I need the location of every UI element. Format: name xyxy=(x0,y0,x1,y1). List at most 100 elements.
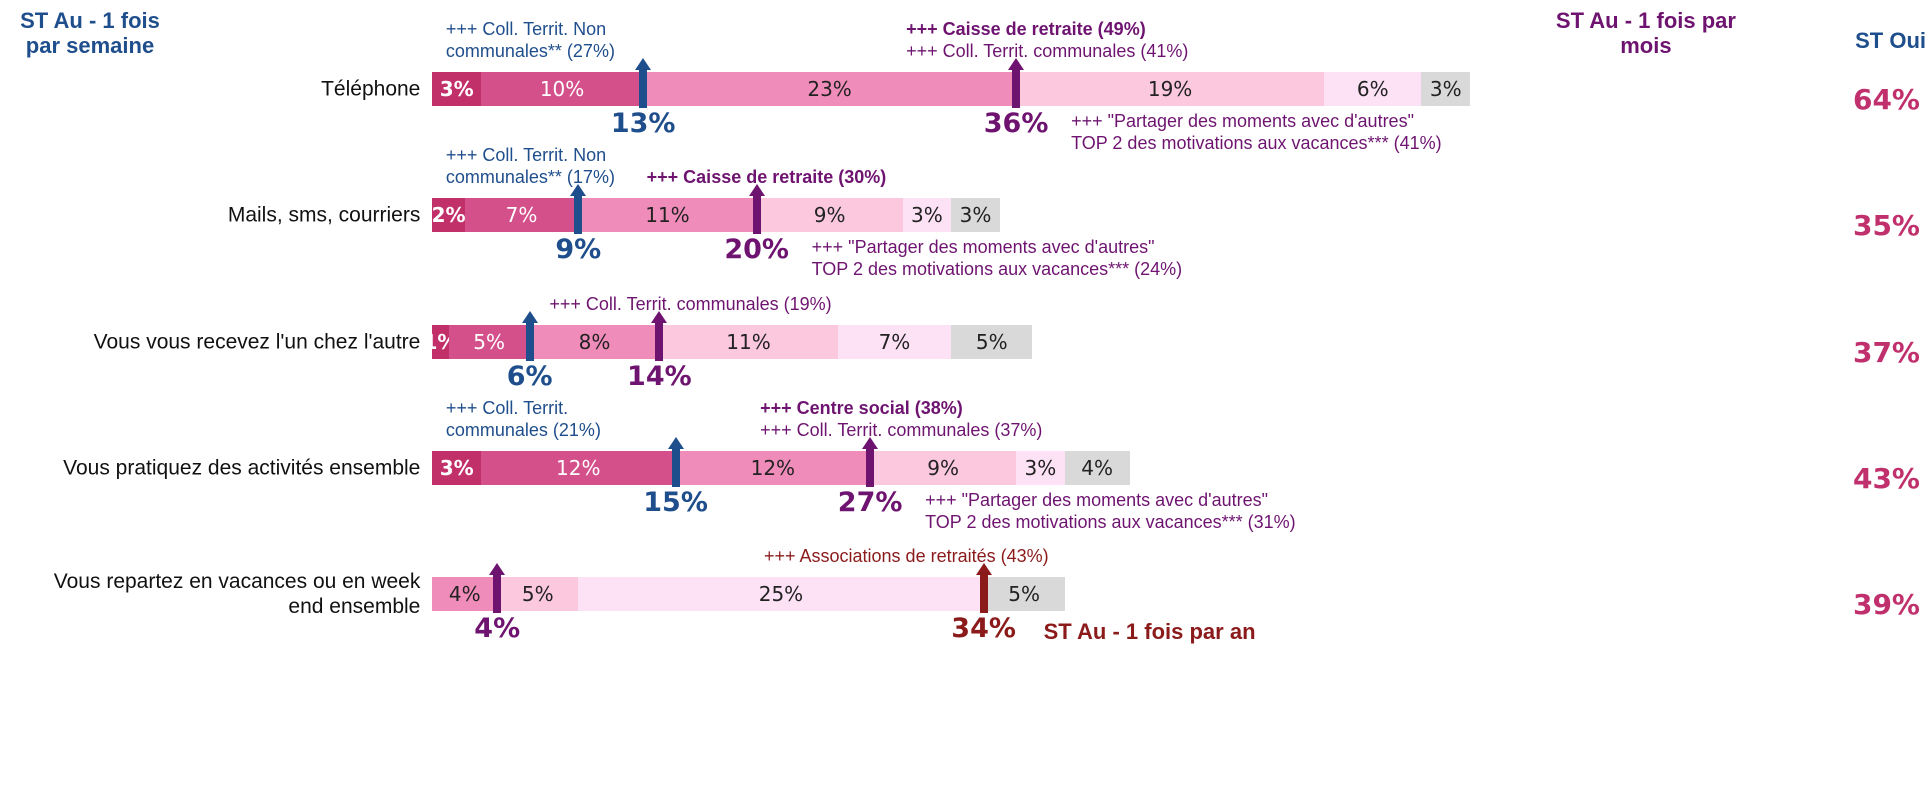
segment-label: 12% xyxy=(750,456,796,480)
annotation: TOP 2 des motivations aux vacances*** (2… xyxy=(811,259,1183,279)
segment-label: 5% xyxy=(473,330,505,354)
arrow-head xyxy=(635,58,652,70)
bar-segment: 12% xyxy=(675,451,871,485)
bar-segment: 3% xyxy=(951,198,1000,232)
segment-label: 3% xyxy=(439,77,474,101)
category-label: Mails, sms, courriers xyxy=(227,203,421,227)
bar-segment: 11% xyxy=(659,325,838,359)
annotation: +++ Coll. Territ. communales (19%) xyxy=(549,294,832,314)
segment-label: 3% xyxy=(959,203,992,227)
annotation: TOP 2 des motivations aux vacances*** (4… xyxy=(1071,133,1442,153)
segment-label: 3% xyxy=(1429,77,1462,101)
segment-label: 23% xyxy=(807,77,852,101)
bar-segment: 11% xyxy=(578,198,757,232)
total-label: 35% xyxy=(1852,209,1920,242)
bar-segment: 2% xyxy=(432,198,466,232)
bar-segment: 3% xyxy=(432,451,481,485)
annotation: +++ Coll. Territ. Non xyxy=(445,19,607,39)
bar-segment: 12% xyxy=(481,451,676,485)
total-label: 43% xyxy=(1852,462,1920,495)
arrow-head xyxy=(748,184,765,196)
arrow-head xyxy=(521,311,538,323)
annotation: +++ Coll. Territ. communales (37%) xyxy=(760,420,1043,440)
annotation: communales (21%) xyxy=(445,420,601,440)
segment-label: 9% xyxy=(927,456,959,480)
marker-arrow xyxy=(866,447,875,487)
marker-arrow xyxy=(574,194,583,234)
total-label: 37% xyxy=(1852,336,1920,369)
marker-arrow xyxy=(752,194,761,234)
month-title: ST Au - 1 fois par mois xyxy=(1555,8,1736,58)
marker-arrow xyxy=(1012,68,1021,108)
bar-segment: 6% xyxy=(1324,72,1422,106)
segment-label: 11% xyxy=(645,203,690,227)
arrow-head xyxy=(1008,58,1025,70)
bar-segment: 5% xyxy=(983,577,1065,611)
segment-label: 6% xyxy=(1356,77,1389,101)
arrow-head xyxy=(667,437,684,449)
annotation: +++ "Partager des moments avec d'autres" xyxy=(1071,111,1414,131)
bar-segment: 5% xyxy=(448,325,530,359)
annotation: +++ Caisse de retraite (30%) xyxy=(646,167,887,187)
bar-segment: 3% xyxy=(1421,72,1471,106)
bar-segment: 4% xyxy=(432,577,498,611)
bar-segment: 7% xyxy=(464,198,579,232)
bar-segment: 8% xyxy=(529,325,660,359)
bar-segment: 9% xyxy=(870,451,1017,485)
arrow-head xyxy=(489,563,506,575)
annotation: +++ Coll. Territ. xyxy=(445,398,569,418)
marker-label: 6% xyxy=(506,361,553,392)
bar-segment: 1% xyxy=(423,325,457,359)
bar-segment: 19% xyxy=(1016,72,1325,106)
marker-label: 36% xyxy=(983,108,1049,139)
marker-arrow xyxy=(525,321,534,361)
marker-label: 15% xyxy=(643,487,708,518)
bar-segment: 3% xyxy=(1016,451,1065,485)
arrow-head xyxy=(570,184,587,196)
segment-label: 11% xyxy=(726,330,771,354)
segment-label: 9% xyxy=(813,203,846,227)
marker-label: 14% xyxy=(627,361,692,392)
bar-segment: 25% xyxy=(578,577,984,611)
annotation: +++ "Partager des moments avec d'autres" xyxy=(925,490,1269,510)
category-label: Vous repartez en vacances ou en week end… xyxy=(53,570,421,618)
annotation: TOP 2 des motivations aux vacances*** (3… xyxy=(925,512,1296,532)
bar-segment: 9% xyxy=(756,198,903,232)
marker-arrow xyxy=(639,68,648,108)
bar-segment: 4% xyxy=(1064,451,1130,485)
total-label: 64% xyxy=(1852,83,1920,116)
segment-label: 8% xyxy=(578,330,611,354)
annotation: +++ Coll. Territ. Non xyxy=(445,145,607,165)
arrow-head xyxy=(862,437,879,449)
category-label: Vous pratiquez des activités ensemble xyxy=(63,456,421,480)
bar-segment: 7% xyxy=(837,325,952,359)
year-title: ST Au - 1 fois par an xyxy=(1043,619,1256,644)
annotation: +++ Centre social (38%) xyxy=(760,398,963,418)
marker-label: 13% xyxy=(610,108,676,139)
segment-label: 19% xyxy=(1147,77,1193,101)
segment-label: 7% xyxy=(505,203,538,227)
marker-label: 27% xyxy=(837,487,903,518)
segment-label: 12% xyxy=(556,456,601,480)
segment-label: 5% xyxy=(975,330,1008,354)
segment-label: 3% xyxy=(911,203,943,227)
segment-label: 25% xyxy=(758,582,804,606)
week-title: ST Au - 1 fois par semaine xyxy=(20,8,160,58)
bar-segment: 10% xyxy=(481,72,644,106)
segment-label: 3% xyxy=(1024,456,1057,480)
marker-label: 9% xyxy=(555,234,602,265)
segment-label: 4% xyxy=(1081,456,1113,480)
annotation: communales** (27%) xyxy=(445,41,615,61)
segment-label: 5% xyxy=(521,582,554,606)
segment-label: 4% xyxy=(448,582,481,606)
segment-label: 5% xyxy=(1008,582,1041,606)
marker-label: 34% xyxy=(951,613,1016,644)
annotation: +++ "Partager des moments avec d'autres" xyxy=(811,237,1155,257)
bar-segment: 23% xyxy=(643,72,1017,106)
arrow-head xyxy=(975,563,992,575)
segment-label: 10% xyxy=(539,77,585,101)
marker-label: 20% xyxy=(724,234,789,265)
marker-label: 4% xyxy=(474,613,521,644)
category-label: Vous vous recevez l'un chez l'autre xyxy=(93,330,421,354)
